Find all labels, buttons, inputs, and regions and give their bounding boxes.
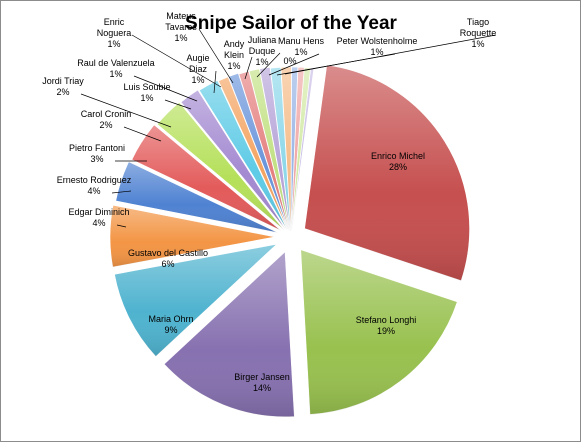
leader-line: [268, 53, 320, 76]
chart-title: Snipe Sailor of the Year: [185, 13, 397, 34]
pie-slice-shading: [300, 249, 458, 415]
pie-slice-shading: [199, 80, 288, 230]
slice-label: Ernesto Rodriguez 4%: [57, 175, 132, 196]
pie-slice-shading: [114, 244, 277, 357]
slice-label: Gustavo del Castillo 6%: [128, 248, 208, 269]
slice-label: Maria Ohrn 9%: [148, 314, 193, 335]
pie-slice-shading: [164, 251, 295, 417]
slice-label: 0%: [283, 56, 296, 66]
leader-line: [111, 190, 132, 194]
slice-label: Manu Hens 1%: [278, 36, 325, 57]
slice-labels: Enrico Michel 28% Stefano Longhi 19% Birger …: [42, 11, 496, 393]
slice-label: Carol Cronin 2%: [81, 109, 132, 130]
leader-line: [284, 34, 497, 75]
slice-label: Luis Soubie 1%: [123, 82, 170, 103]
slice-label: Augie Diaz 1%: [186, 53, 209, 85]
slice-label: Stefano Longhi 19%: [356, 315, 417, 336]
slice-label: Edgar Diminich 4%: [68, 207, 129, 228]
slice-label: Mateus Tavares 1%: [165, 11, 197, 43]
slice-group: [109, 64, 470, 418]
leader-line: [116, 224, 127, 228]
pie-slice-shading: [291, 68, 314, 233]
leader-line: [123, 126, 162, 142]
pie-slice-shading: [157, 102, 284, 230]
slice-label: Tiago Roquette 1%: [460, 17, 497, 49]
pie-slice-shading: [181, 90, 286, 230]
leader-line: [133, 75, 198, 102]
pie-slice-shading: [131, 124, 281, 231]
leader-line: [213, 70, 217, 94]
pie-slice-shading: [218, 76, 289, 231]
pie-slice-shading: [270, 67, 291, 233]
slice-label: Enric Noguera 1%: [97, 17, 132, 49]
leader-line: [131, 34, 222, 88]
leader-line: [164, 99, 192, 110]
pie-slice-shading: [115, 161, 278, 233]
leader-line: [198, 28, 234, 84]
slice-label: Juliana Duque 1%: [248, 35, 277, 67]
slice-label: Birger Jansen 14%: [234, 372, 290, 393]
pie-slice-shading: [281, 67, 292, 233]
pie-slice-shading: [304, 65, 470, 281]
slice-label: Andy Klein 1%: [224, 39, 245, 71]
slice-label: Peter Wolstenholme 1%: [337, 36, 418, 57]
leader-line: [256, 52, 281, 78]
slice-label: Enrico Michel 28%: [371, 151, 425, 172]
leader-line: [244, 56, 253, 80]
slice-label: Jordi Triay 2%: [42, 76, 84, 97]
pie-slice-shading: [238, 71, 290, 232]
pie-slice-shading: [110, 205, 276, 268]
slice-label: Pietro Fantoni 3%: [69, 143, 125, 164]
leader-lines: [80, 28, 497, 228]
pie-slice-shading: [259, 67, 291, 232]
slice-label: Raul de Valenzuela 1%: [77, 58, 154, 79]
pie-slice-shading: [249, 68, 290, 232]
pie-slice-shading: [228, 73, 289, 231]
leader-line: [80, 93, 172, 128]
